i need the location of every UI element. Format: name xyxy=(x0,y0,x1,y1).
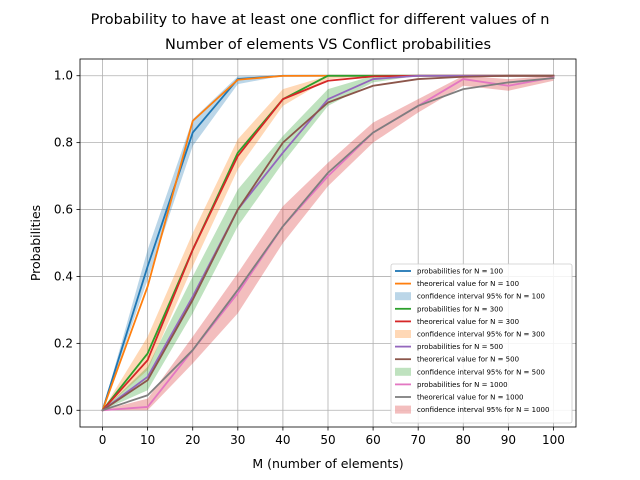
legend-label: probabilities for N = 100 xyxy=(417,268,503,276)
legend-items: probabilities for N = 100 theorerical val… xyxy=(395,268,549,414)
legend-label: theorerical value for N = 1000 xyxy=(417,394,524,402)
chart-title: Probability to have at least one conflic… xyxy=(91,12,550,28)
line-theorerical-value-for-n-1000 xyxy=(101,77,555,412)
legend-swatch xyxy=(395,367,411,376)
band-confidence-interval-95-for-n-1000 xyxy=(102,75,554,411)
x-tick-label: 20 xyxy=(185,433,200,447)
legend-label: confidence interval 95% for N = 300 xyxy=(417,331,545,339)
legend-label: probabilities for N = 1000 xyxy=(417,381,508,389)
legend-label: confidence interval 95% for N = 1000 xyxy=(417,406,549,414)
legend-label: probabilities for N = 300 xyxy=(417,305,503,313)
legend-label: confidence interval 95% for N = 500 xyxy=(417,368,545,376)
x-tick-label: 50 xyxy=(320,433,335,447)
x-axis-label: M (number of elements) xyxy=(252,456,403,471)
line-probabilities-for-n-1000 xyxy=(101,76,555,412)
y-tick-label: 0.0 xyxy=(54,403,73,417)
legend-label: theorerical value for N = 300 xyxy=(417,318,519,326)
y-tick-label: 0.6 xyxy=(54,203,73,217)
series-lines xyxy=(101,74,555,412)
x-tick-label: 80 xyxy=(456,433,471,447)
y-tick-label: 0.8 xyxy=(54,136,73,150)
legend-label: probabilities for N = 500 xyxy=(417,343,503,351)
line-theorerical-value-for-n-500 xyxy=(101,74,555,412)
x-tick-label: 70 xyxy=(411,433,426,447)
legend: probabilities for N = 100 theorerical val… xyxy=(390,263,573,424)
x-tick-label: 60 xyxy=(365,433,380,447)
legend-label: theorerical value for N = 500 xyxy=(417,356,519,364)
x-tick-label: 90 xyxy=(501,433,516,447)
legend-frame xyxy=(390,263,573,424)
legend-swatch xyxy=(395,330,411,338)
band-confidence-interval-95-for-n-300 xyxy=(102,75,554,411)
x-tick-label: 30 xyxy=(230,433,245,447)
y-tick-label: 1.0 xyxy=(54,69,73,83)
y-tick-label: 0.4 xyxy=(54,269,73,283)
x-tick-label: 0 xyxy=(99,433,107,447)
x-tick-label: 10 xyxy=(140,433,155,447)
legend-swatch xyxy=(395,405,411,414)
y-tick-label: 0.2 xyxy=(54,336,73,350)
legend-label: confidence interval 95% for N = 100 xyxy=(417,293,545,301)
chart-subtitle: Number of elements VS Conflict probabili… xyxy=(165,37,491,53)
y-axis-ticks: 0.0 0.2 0.4 0.6 0.8 1.0 xyxy=(54,69,80,417)
legend-swatch xyxy=(395,292,411,301)
x-axis-ticks: 0 10 20 30 40 50 60 70 80 90 100 xyxy=(99,427,565,447)
x-tick-label: 100 xyxy=(542,433,565,447)
legend-label: theorerical value for N = 100 xyxy=(417,280,519,288)
y-axis-label: Probabilities xyxy=(28,205,43,281)
x-tick-label: 40 xyxy=(275,433,290,447)
